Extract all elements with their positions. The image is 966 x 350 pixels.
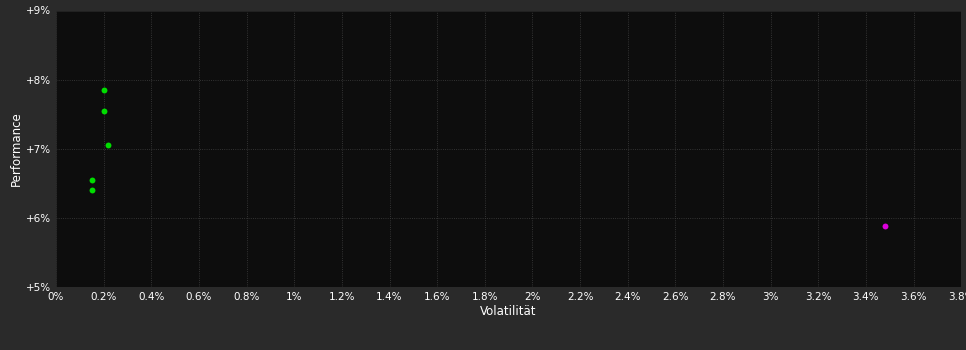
Y-axis label: Performance: Performance	[11, 111, 23, 186]
Point	[96, 87, 111, 93]
X-axis label: Volatilität: Volatilität	[480, 304, 537, 318]
Point	[877, 223, 893, 229]
Point	[96, 108, 111, 113]
Point	[84, 177, 99, 183]
Point	[100, 142, 116, 148]
Point	[84, 187, 99, 193]
